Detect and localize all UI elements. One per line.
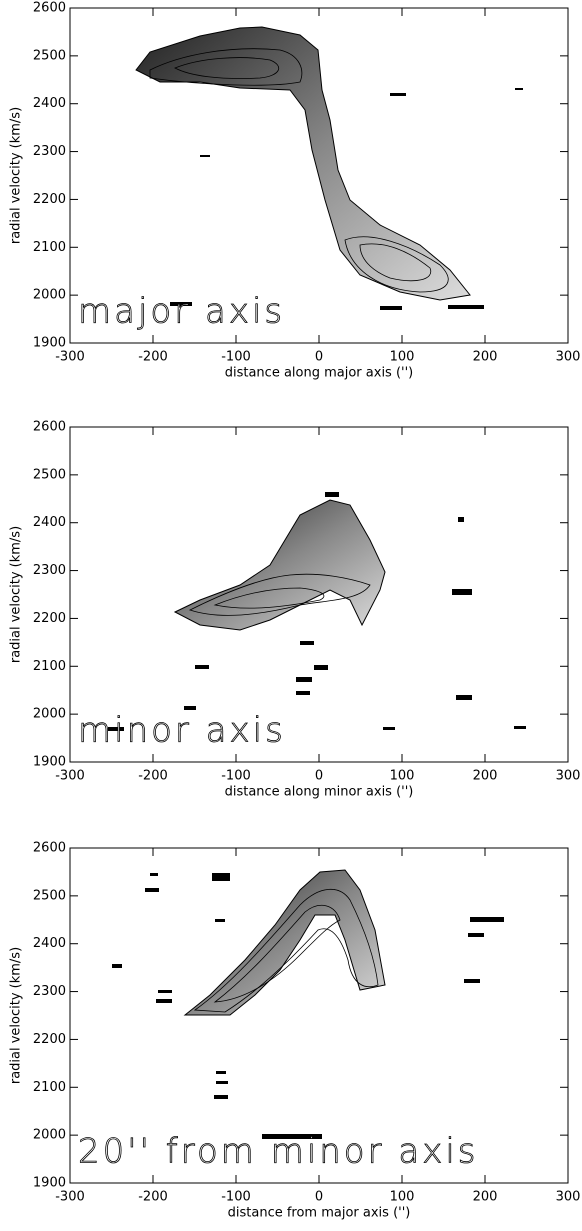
y-tick-label: 2600 [33, 1, 66, 16]
x-tick-label: 300 [556, 769, 581, 784]
y-tick-label: 2100 [33, 659, 66, 674]
y-tick-label: 2000 [33, 1128, 66, 1143]
annotation: major axis [78, 292, 285, 332]
x-tick-label: 200 [473, 350, 498, 365]
y-tick-label: 2500 [33, 888, 66, 903]
y-tick-label: 2500 [33, 467, 66, 482]
x-tick-label: 100 [390, 1190, 415, 1205]
y-tick-label: 2100 [33, 1080, 66, 1095]
y-tick-label: 1900 [33, 1176, 66, 1191]
x-tick-label: 200 [473, 1190, 498, 1205]
y-tick-label: 1900 [33, 336, 66, 351]
emission-offset [112, 869, 504, 1139]
x-tick-label: -100 [221, 769, 251, 784]
x-tick-label: -100 [221, 1190, 251, 1205]
x-axis-label: distance along minor axis ('') [225, 785, 414, 800]
y-tick-label: 2200 [33, 192, 66, 207]
x-tick-label: -300 [55, 350, 85, 365]
y-tick-label: 2200 [33, 1032, 66, 1047]
y-axis-label: radial velocity (km/s) [9, 107, 24, 244]
x-tick-label: 200 [473, 769, 498, 784]
y-tick-label: 2400 [33, 515, 66, 530]
x-tick-label: 300 [556, 1190, 581, 1205]
y-tick-label: 2500 [33, 48, 66, 63]
y-tick-label: 2300 [33, 144, 66, 159]
y-tick-label: 2400 [33, 936, 66, 951]
emission-minor [108, 492, 526, 731]
y-tick-label: 2000 [33, 288, 66, 303]
x-tick-label: -100 [221, 350, 251, 365]
x-tick-label: -300 [55, 769, 85, 784]
y-tick-label: 2300 [33, 563, 66, 578]
y-axis-label: radial velocity (km/s) [9, 526, 24, 663]
x-tick-label: 100 [390, 769, 415, 784]
x-tick-label: -300 [55, 1190, 85, 1205]
x-tick-label: 300 [556, 350, 581, 365]
annotation: minor axis [78, 711, 286, 751]
x-tick-label: 0 [315, 769, 323, 784]
y-axis-label: radial velocity (km/s) [9, 947, 24, 1084]
x-tick-label: 100 [390, 350, 415, 365]
y-tick-label: 2200 [33, 611, 66, 626]
annotation: 20'' from minor axis [78, 1132, 479, 1172]
x-axis-label: distance from major axis ('') [228, 1206, 411, 1221]
x-tick-label: -200 [138, 350, 168, 365]
x-axis-label: distance along major axis ('') [225, 366, 414, 381]
y-tick-label: 2100 [33, 240, 66, 255]
y-tick-label: 2000 [33, 707, 66, 722]
emission-major [135, 26, 523, 310]
y-tick-label: 2400 [33, 96, 66, 111]
x-tick-label: 0 [315, 1190, 323, 1205]
x-tick-label: -200 [138, 769, 168, 784]
x-tick-label: 0 [315, 350, 323, 365]
y-tick-label: 1900 [33, 755, 66, 770]
y-tick-label: 2600 [33, 841, 66, 856]
y-tick-label: 2600 [33, 420, 66, 435]
x-tick-label: -200 [138, 1190, 168, 1205]
y-tick-label: 2300 [33, 984, 66, 999]
